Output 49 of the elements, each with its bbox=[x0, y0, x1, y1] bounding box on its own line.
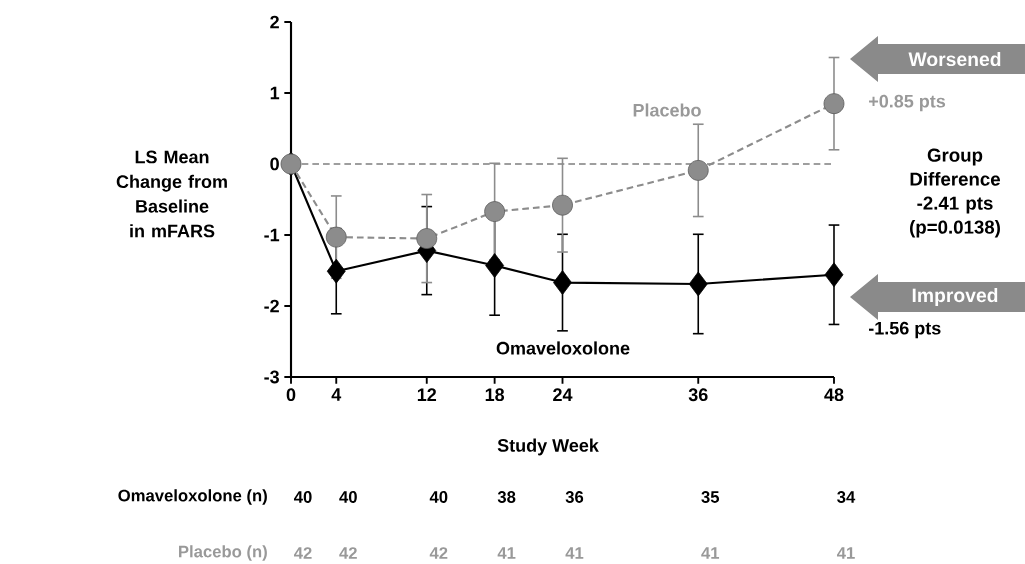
y-tick-label: -3 bbox=[264, 370, 279, 384]
x-tick-label: 18 bbox=[485, 388, 505, 402]
x-tick-label: 24 bbox=[553, 388, 573, 401]
point bbox=[823, 93, 845, 115]
text: Improved bbox=[912, 287, 998, 306]
y-axis-title: LS Mean Change from Baseline in mFARS bbox=[116, 150, 227, 238]
point bbox=[326, 258, 346, 284]
y-tick-label: -2 bbox=[264, 299, 279, 313]
text: 42 bbox=[293, 547, 312, 559]
text: 40 bbox=[429, 491, 448, 503]
text: +0.85 pts bbox=[869, 94, 946, 112]
text: 41 bbox=[836, 547, 855, 559]
y-tick-label: 0 bbox=[270, 157, 279, 171]
point bbox=[484, 201, 506, 222]
text: 42 bbox=[339, 547, 357, 559]
y-tick-label: 1 bbox=[270, 86, 280, 100]
point bbox=[688, 271, 708, 297]
text: 42 bbox=[429, 547, 448, 559]
point bbox=[485, 253, 505, 278]
text: Omaveloxolone bbox=[496, 341, 630, 355]
text: Placebo (n) bbox=[179, 545, 267, 561]
point bbox=[553, 270, 572, 295]
text: 36 bbox=[565, 491, 584, 503]
text: Worsened bbox=[908, 51, 1001, 67]
text: 41 bbox=[701, 547, 720, 559]
text: 34 bbox=[837, 491, 856, 503]
point bbox=[552, 194, 573, 216]
text: 40 bbox=[293, 491, 312, 503]
point bbox=[416, 228, 438, 249]
x-tick-label: 12 bbox=[417, 388, 437, 401]
x-tick-label: 4 bbox=[331, 388, 342, 401]
point bbox=[824, 262, 844, 288]
point bbox=[687, 159, 709, 181]
x-tick-label: 48 bbox=[824, 388, 844, 402]
text: Group Difference -2.41 pts (p=0.0138) bbox=[910, 148, 1000, 238]
x-tick-label: 36 bbox=[688, 388, 708, 402]
text: 41 bbox=[497, 547, 516, 559]
y-tick-label: 2 bbox=[270, 15, 279, 29]
x-axis-title: Study Week bbox=[497, 438, 599, 456]
text: Omaveloxolone (n) bbox=[118, 489, 267, 505]
text: -1.56 pts bbox=[868, 321, 941, 339]
text: 35 bbox=[701, 491, 720, 503]
text: 40 bbox=[339, 491, 357, 503]
point bbox=[325, 226, 347, 248]
text: 38 bbox=[497, 491, 516, 503]
y-tick-label: -1 bbox=[264, 228, 280, 242]
text: 41 bbox=[565, 547, 584, 559]
text: Placebo bbox=[633, 103, 701, 117]
x-tick-label: 0 bbox=[286, 388, 296, 402]
